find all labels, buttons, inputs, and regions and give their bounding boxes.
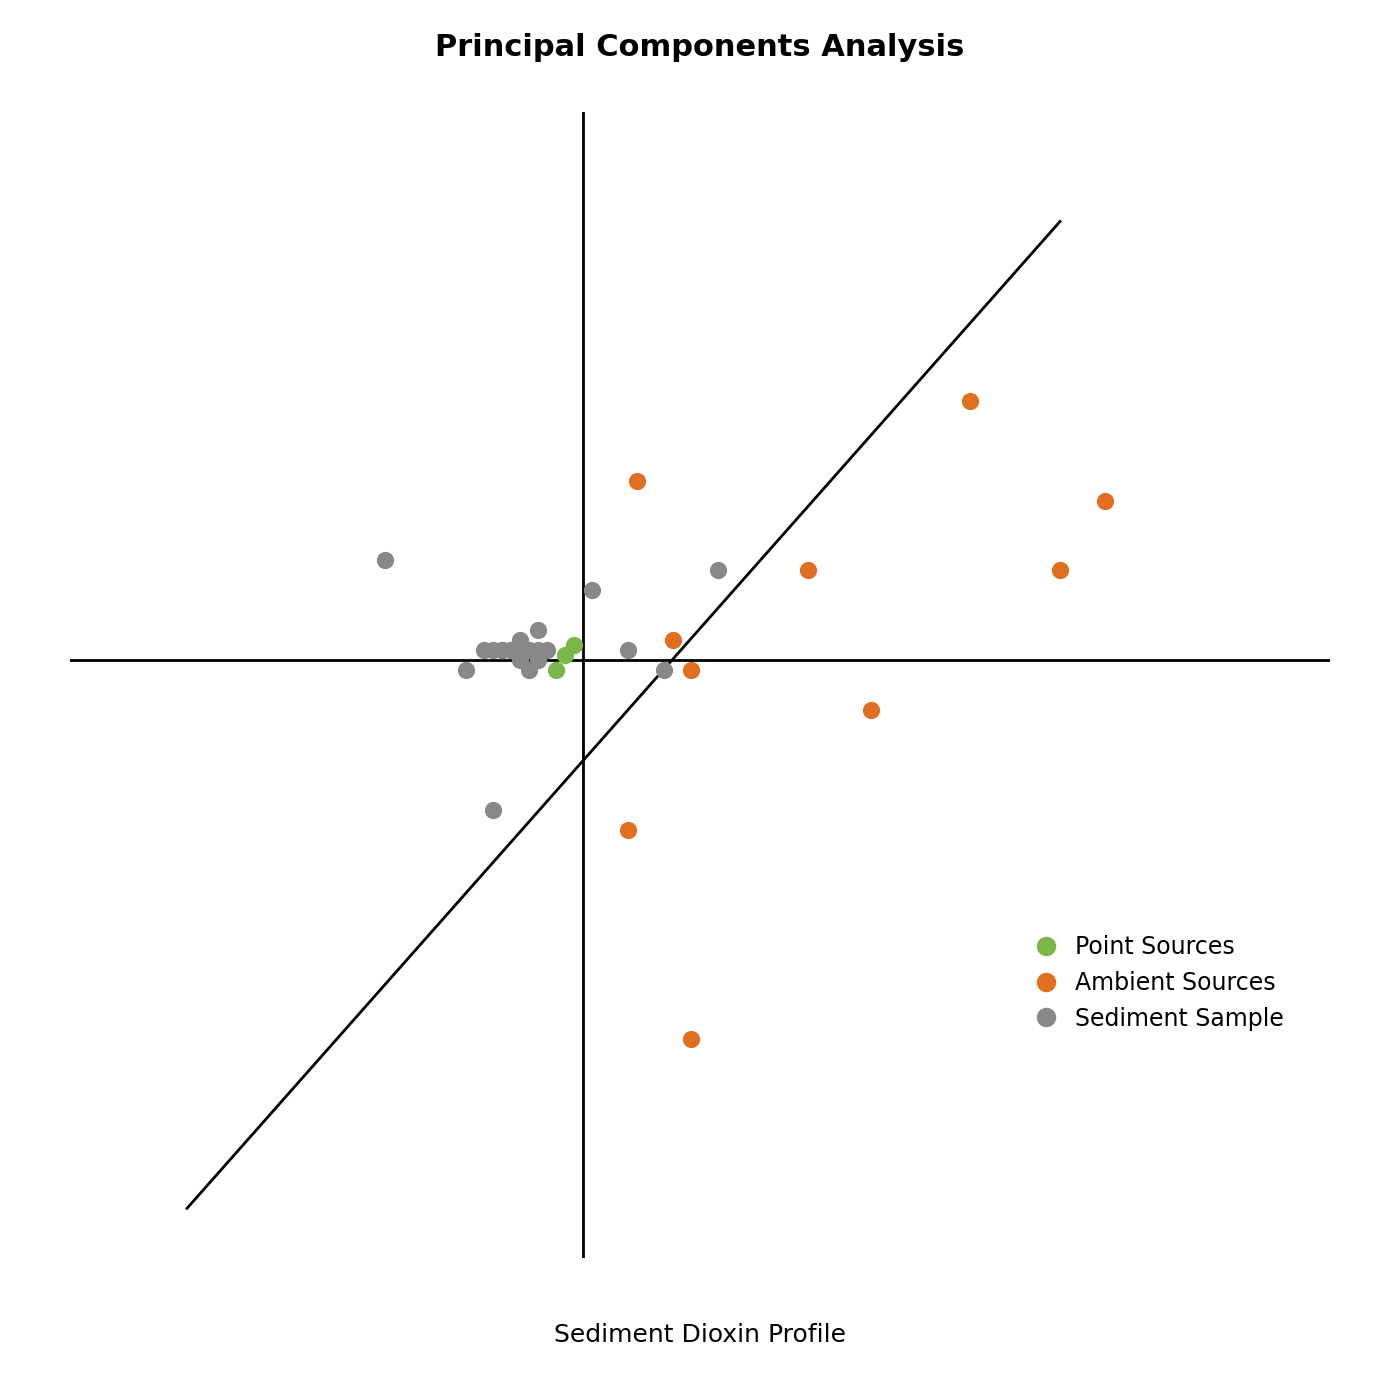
Sediment Sample — [482, 798, 504, 821]
Sediment Sample — [508, 649, 531, 671]
Ambient Sources — [680, 658, 703, 681]
Ambient Sources — [680, 1028, 703, 1050]
Sediment Sample — [374, 549, 396, 572]
Ambient Sources — [1049, 559, 1071, 582]
Sediment Sample — [500, 639, 522, 661]
Sediment Sample — [500, 639, 522, 661]
Sediment Sample — [526, 619, 549, 642]
Sediment Sample — [581, 579, 603, 601]
Sediment Sample — [518, 639, 540, 661]
Ambient Sources — [662, 629, 685, 651]
Sediment Sample — [482, 639, 504, 661]
Ambient Sources — [617, 818, 640, 840]
Sediment Sample — [707, 559, 729, 582]
Point Sources — [563, 633, 585, 656]
Sediment Sample — [508, 629, 531, 651]
Sediment Sample — [491, 639, 514, 661]
Ambient Sources — [959, 390, 981, 412]
Sediment Sample — [526, 649, 549, 671]
Text: Sediment Dioxin Profile: Sediment Dioxin Profile — [554, 1323, 846, 1348]
Sediment Sample — [508, 639, 531, 661]
Title: Principal Components Analysis: Principal Components Analysis — [435, 34, 965, 63]
Sediment Sample — [473, 639, 496, 661]
Ambient Sources — [626, 470, 648, 492]
Sediment Sample — [518, 658, 540, 681]
Sediment Sample — [617, 639, 640, 661]
Ambient Sources — [860, 699, 882, 721]
Sediment Sample — [491, 639, 514, 661]
Sediment Sample — [526, 639, 549, 661]
Ambient Sources — [797, 559, 819, 582]
Legend: Point Sources, Ambient Sources, Sediment Sample: Point Sources, Ambient Sources, Sediment… — [1028, 925, 1294, 1040]
Ambient Sources — [1093, 489, 1116, 512]
Sediment Sample — [536, 639, 559, 661]
Point Sources — [554, 644, 577, 667]
Sediment Sample — [455, 658, 477, 681]
Point Sources — [545, 658, 567, 681]
Sediment Sample — [652, 658, 675, 681]
